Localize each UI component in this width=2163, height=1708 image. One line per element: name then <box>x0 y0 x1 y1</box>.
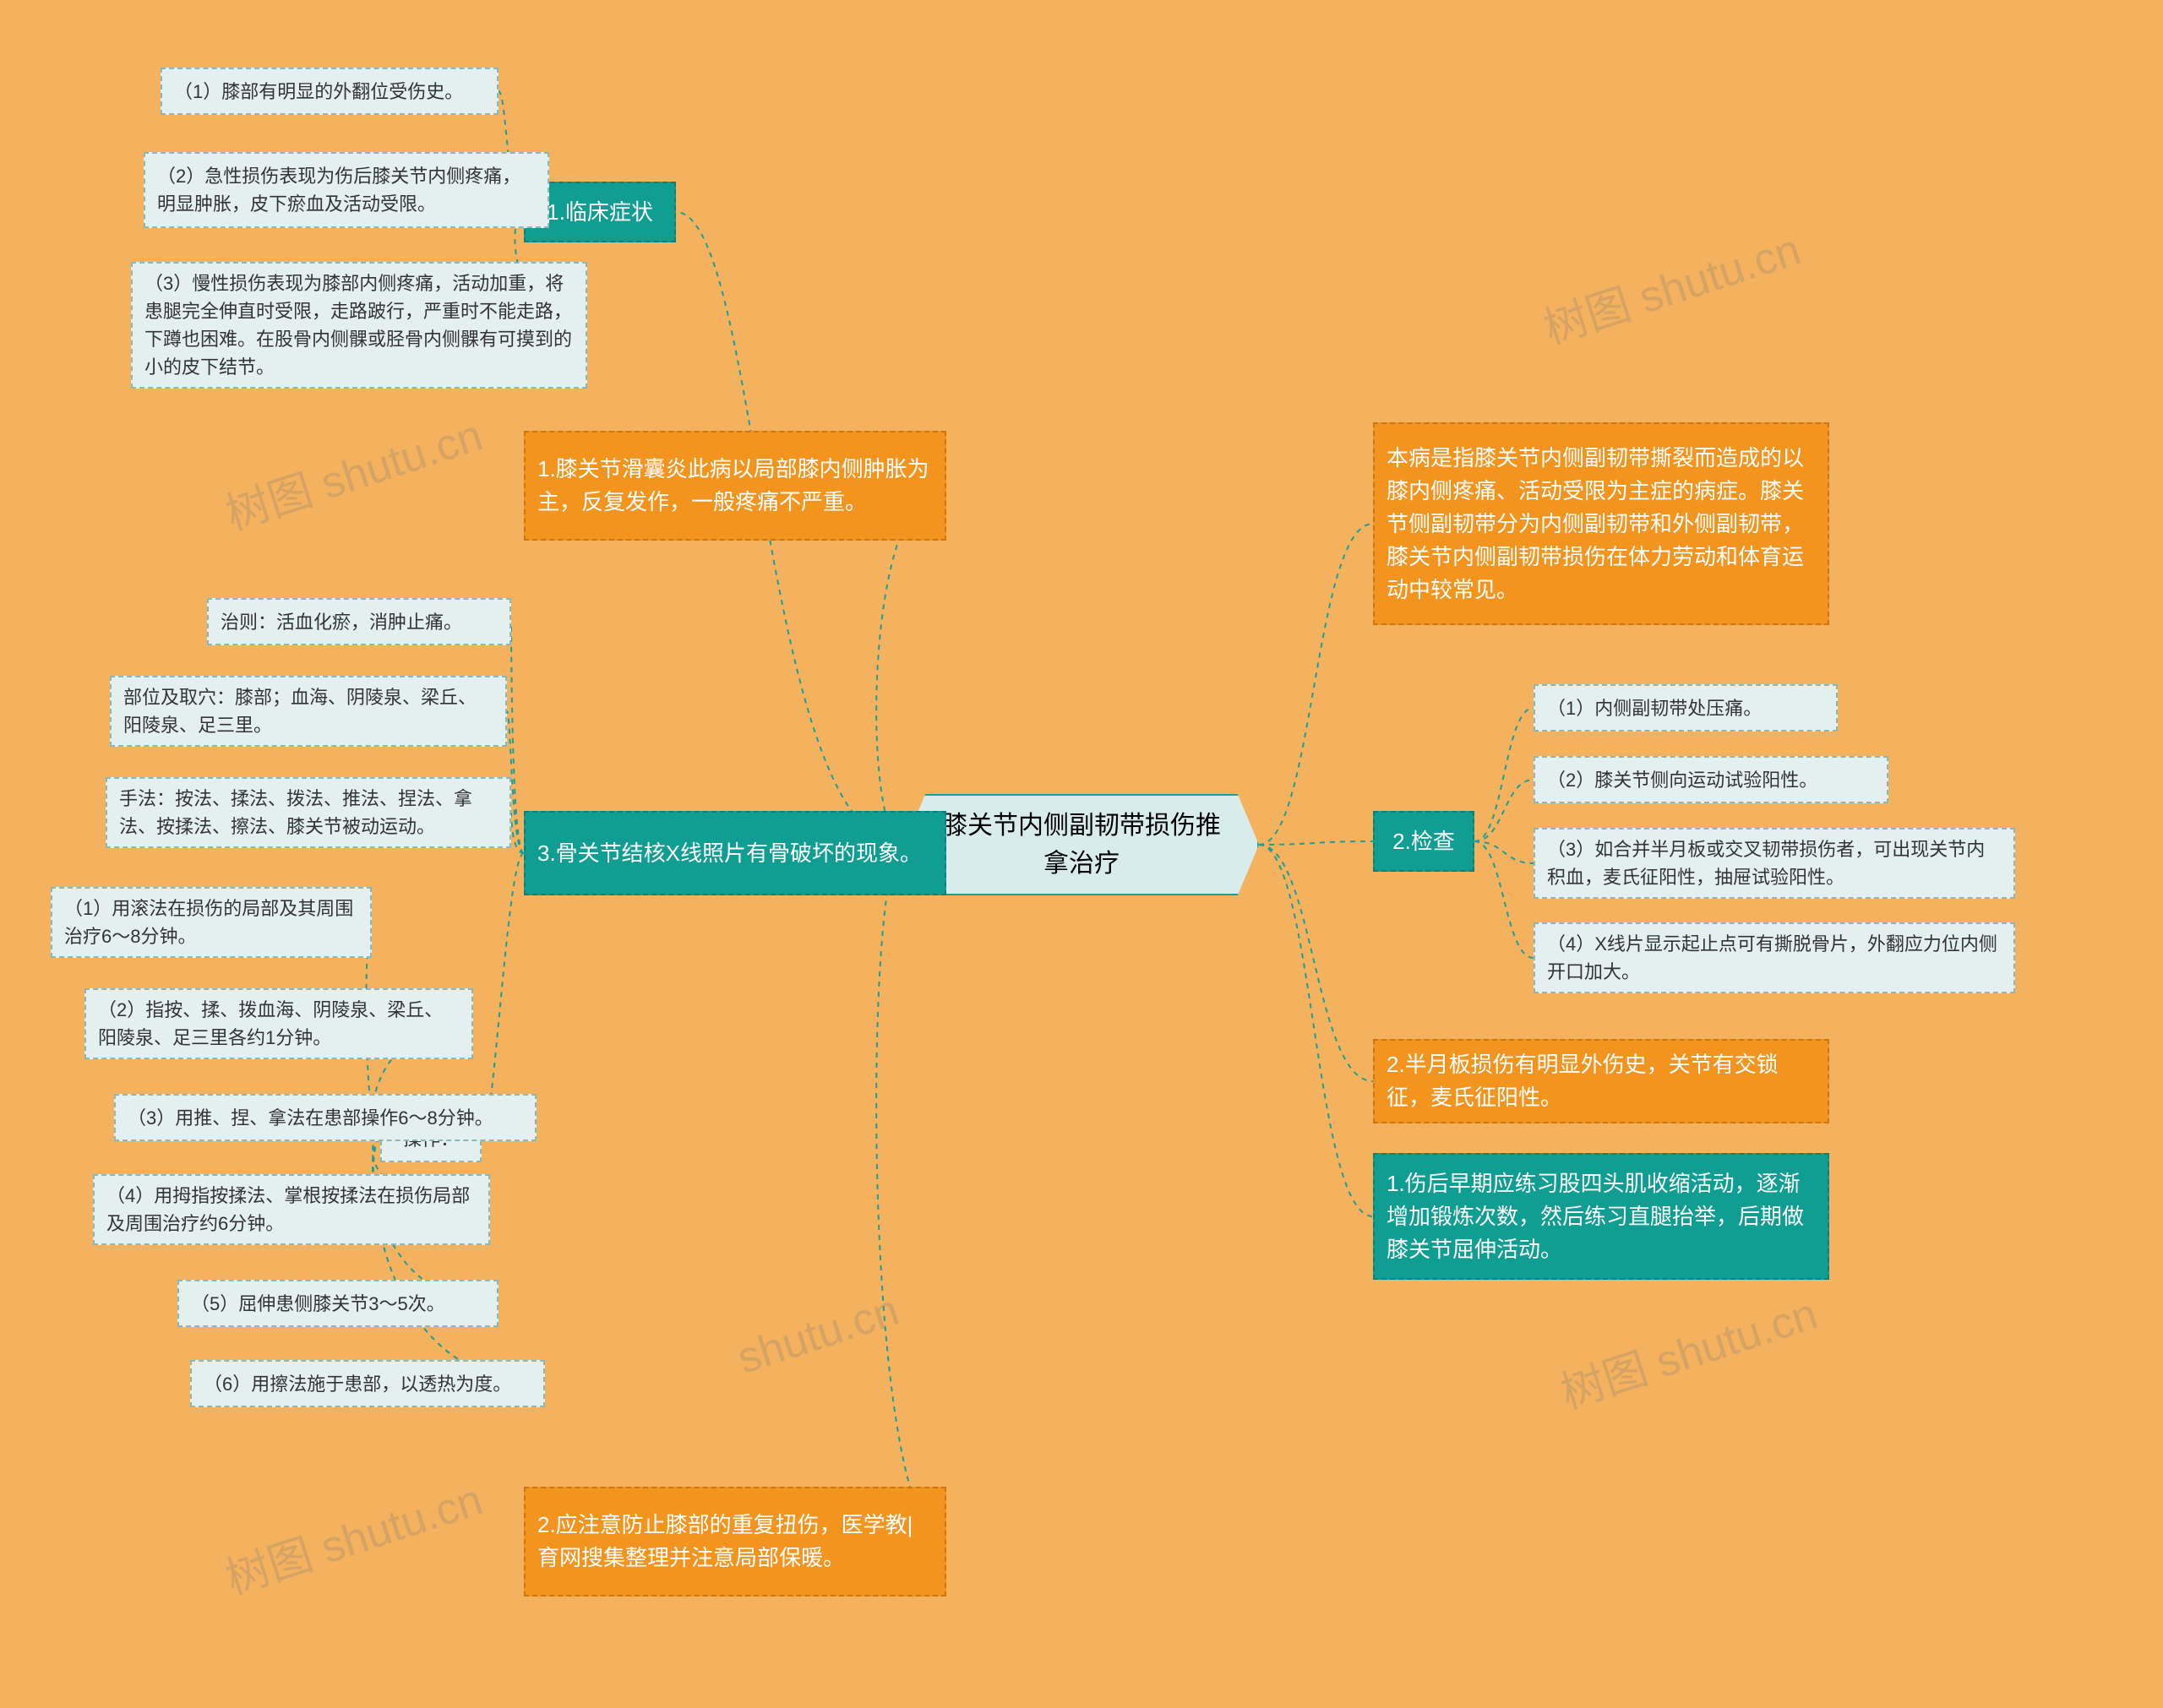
node-meniscus: 2.半月板损伤有明显外伤史，关节有交锁征，麦氏征阳性。 <box>1373 1039 1829 1123</box>
node-rehab: 1.伤后早期应练习股四头肌收缩活动，逐渐增加锻炼次数，然后练习直腿抬举，后期做膝… <box>1373 1153 1829 1280</box>
node-clinical-2: （2）急性损伤表现为伤后膝关节内侧疼痛，明显肿胀，皮下瘀血及活动受限。 <box>144 152 549 228</box>
watermark: 树图 shutu.cn <box>216 400 489 542</box>
node-op-4: （4）用拇指按揉法、掌根按揉法在损伤局部及周围治疗约6分钟。 <box>93 1174 490 1245</box>
node-op-2: （2）指按、揉、拨血海、阴陵泉、梁丘、阳陵泉、足三里各约1分钟。 <box>84 988 473 1059</box>
node-xray-2: 部位及取穴：膝部；血海、阴陵泉、梁丘、阳陵泉、足三里。 <box>110 676 507 747</box>
node-op-6: （6）用擦法施于患部，以透热为度。 <box>190 1360 545 1407</box>
node-op-1: （1）用滚法在损伤的局部及其周围治疗6～8分钟。 <box>51 887 372 958</box>
node-check-1: （1）内侧副韧带处压痛。 <box>1534 684 1838 732</box>
node-bursitis: 1.膝关节滑囊炎此病以局部膝内侧肿胀为主，反复发作，一般疼痛不严重。 <box>524 431 946 541</box>
watermark: shutu.cn <box>732 1285 905 1384</box>
node-xray: 3.骨关节结核X线照片有骨破坏的现象。 <box>524 811 946 895</box>
watermark: 树图 shutu.cn <box>1534 214 1807 356</box>
node-check: 2.检查 <box>1373 811 1474 872</box>
node-xray-3: 手法：按法、揉法、拨法、推法、捏法、拿法、按揉法、擦法、膝关节被动运动。 <box>106 777 511 848</box>
node-check-3: （3）如合并半月板或交叉韧带损伤者，可出现关节内积血，麦氏征阳性，抽屉试验阳性。 <box>1534 828 2015 899</box>
node-prevent: 2.应注意防止膝部的重复扭伤，医学教|育网搜集整理并注意局部保暖。 <box>524 1487 946 1596</box>
root-label: 膝关节内侧副韧带损伤推拿治疗 <box>940 807 1223 883</box>
node-op-5: （5）屈伸患侧膝关节3～5次。 <box>177 1280 499 1327</box>
node-check-4: （4）X线片显示起止点可有撕脱骨片，外翻应力位内侧开口加大。 <box>1534 922 2015 993</box>
watermark: 树图 shutu.cn <box>1551 1278 1824 1421</box>
node-xray-1: 治则：活血化瘀，消肿止痛。 <box>207 598 511 645</box>
watermark: 树图 shutu.cn <box>216 1464 489 1607</box>
node-intro: 本病是指膝关节内侧副韧带撕裂而造成的以膝内侧疼痛、活动受限为主症的病症。膝关节侧… <box>1373 422 1829 625</box>
root-node: 膝关节内侧副韧带损伤推拿治疗 <box>904 794 1259 895</box>
node-clinical-1: （1）膝部有明显的外翻位受伤史。 <box>161 68 499 115</box>
node-op-3: （3）用推、捏、拿法在患部操作6～8分钟。 <box>114 1094 537 1141</box>
node-check-2: （2）膝关节侧向运动试验阳性。 <box>1534 756 1888 803</box>
node-clinical-3: （3）慢性损伤表现为膝部内侧疼痛，活动加重，将患腿完全伸直时受限，走路跛行，严重… <box>131 262 587 389</box>
